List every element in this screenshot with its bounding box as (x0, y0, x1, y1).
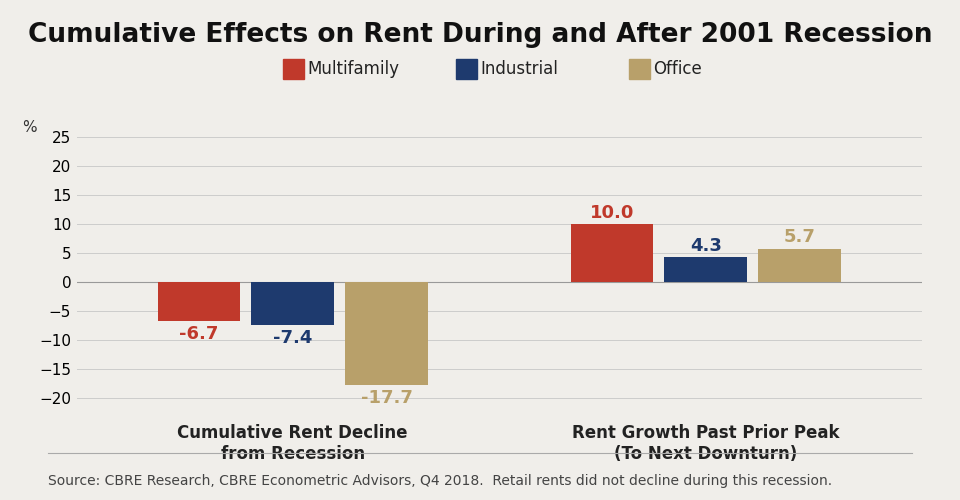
Text: %: % (22, 120, 36, 135)
Text: -17.7: -17.7 (361, 388, 413, 406)
Text: Multifamily: Multifamily (307, 60, 399, 78)
Text: Source: CBRE Research, CBRE Econometric Advisors, Q4 2018.  Retail rents did not: Source: CBRE Research, CBRE Econometric … (48, 474, 832, 488)
Bar (346, 282, 428, 385)
Bar (664, 258, 747, 282)
Text: Office: Office (653, 60, 702, 78)
Text: 10.0: 10.0 (589, 204, 634, 222)
Text: 4.3: 4.3 (690, 236, 722, 254)
Text: Cumulative Effects on Rent During and After 2001 Recession: Cumulative Effects on Rent During and Af… (28, 22, 932, 48)
Text: 5.7: 5.7 (783, 228, 815, 246)
Text: -6.7: -6.7 (180, 324, 219, 342)
Text: -7.4: -7.4 (273, 329, 312, 347)
Bar (157, 282, 240, 322)
Text: Industrial: Industrial (480, 60, 558, 78)
Bar (570, 224, 653, 282)
Bar (758, 250, 841, 282)
Bar (252, 282, 334, 326)
